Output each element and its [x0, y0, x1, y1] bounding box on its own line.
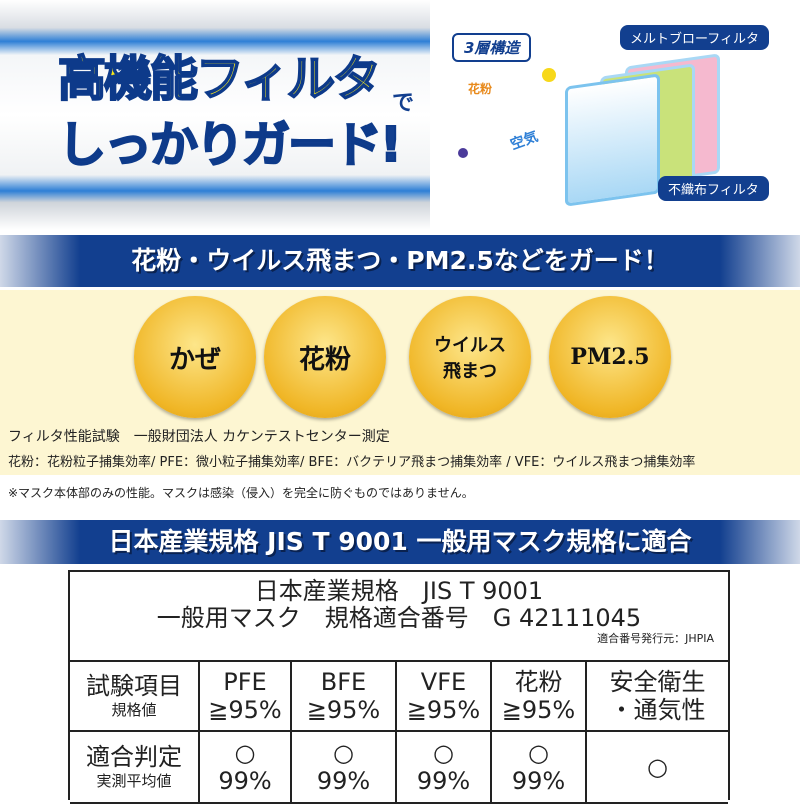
cell-vfe: VFE ≧95%	[397, 662, 492, 732]
cell-label: VFE	[420, 668, 467, 696]
measured-value: 99%	[416, 767, 471, 795]
result-pollen: ○ 99%	[492, 732, 587, 804]
result-safety: ○	[587, 732, 728, 804]
disclaimer: ※マスク本体部のみの性能。マスクは感染（侵入）を完全に防ぐものではありません。	[8, 486, 474, 500]
hero-de: で	[392, 91, 415, 116]
pollen-label: 花粉	[468, 82, 493, 96]
table-grid: 試験項目 規格値 PFE ≧95% BFE ≧95% VFE ≧95% 花粉 ≧95% 安…	[70, 660, 728, 804]
circle-pm25: PM2.5	[549, 296, 671, 418]
head-sub: 実測平均値	[96, 772, 172, 790]
guard-banner: 花粉・ウイルス飛まつ・PM2.5などをガード！	[0, 235, 800, 287]
jis-banner: 日本産業規格 JIS T 9001 一般用マスク規格に適合	[0, 520, 800, 564]
cell-value: ≧95%	[501, 696, 576, 724]
cell-label: PFE	[223, 668, 267, 696]
measured-value: 99%	[218, 767, 272, 795]
virus-icon	[458, 148, 468, 158]
cell-pfe: PFE ≧95%	[200, 662, 292, 732]
cell-label: 安全衛生	[609, 668, 706, 696]
table-title2: 一般用マスク 規格適合番号 G 42111045	[156, 604, 642, 632]
cell-label: BFE	[320, 668, 367, 696]
pass-mark: ○	[433, 739, 454, 767]
measured-value: 99%	[511, 767, 566, 795]
cell-value: ≧95%	[208, 696, 282, 724]
head-sub: 規格値	[111, 701, 157, 719]
meltblown-label: メルトブローフィルタ	[620, 25, 769, 50]
inner-layer	[565, 73, 660, 207]
table-issuer: 適合番号発行元：JHPIA	[597, 632, 714, 645]
circle-virus: ウイルス飛まつ	[409, 296, 531, 418]
result-bfe: ○ 99%	[292, 732, 397, 804]
cell-value: ・通気性	[609, 696, 706, 724]
pass-mark: ○	[528, 739, 549, 767]
pass-mark: ○	[234, 739, 256, 767]
protection-panel: かぜ 花粉 ウイルス飛まつ PM2.5 フィルタ性能試験 一般財団法人 カケンテ…	[0, 290, 800, 475]
head-text: 適合判定	[86, 743, 182, 771]
nonwoven-label: 不織布フィルタ	[658, 176, 769, 201]
air-label: 空気	[508, 128, 541, 154]
result-vfe: ○ 99%	[397, 732, 492, 804]
circle-pollen: 花粉	[264, 296, 386, 418]
cell-label: 花粉	[514, 668, 563, 696]
cell-pollen: 花粉 ≧95%	[492, 662, 587, 732]
definitions: 花粉：花粉粒子捕集効率/ PFE：微小粒子捕集効率/ BFE：バクテリア飛まつ捕…	[8, 455, 696, 470]
cell-value: ≧95%	[306, 696, 381, 724]
jis-table: 日本産業規格 JIS T 9001 一般用マスク 規格適合番号 G 421110…	[68, 570, 730, 804]
three-layer-diagram: 3層構造 メルトブローフィルタ 花粉 空気 不織布フィルタ	[440, 0, 800, 230]
pass-mark: ○	[333, 739, 354, 767]
circle-cold: かぜ	[134, 296, 256, 418]
table-title1: 日本産業規格 JIS T 9001	[254, 577, 544, 605]
cell-safety: 安全衛生 ・通気性	[587, 662, 728, 732]
row-head-test-items: 試験項目 規格値	[70, 662, 200, 732]
hero-line1: 高機能フィルタ	[57, 51, 382, 107]
pollen-icon	[542, 68, 556, 82]
measured-value: 99%	[316, 767, 371, 795]
head-text: 試験項目	[86, 672, 182, 700]
hero-banner: 高機能フィルタ で しっかりガード!	[0, 0, 430, 230]
result-pfe: ○ 99%	[200, 732, 292, 804]
cell-bfe: BFE ≧95%	[292, 662, 397, 732]
pass-mark: ○	[647, 753, 668, 781]
row-head-judgement: 適合判定 実測平均値	[70, 732, 200, 804]
cell-value: ≧95%	[406, 696, 481, 724]
test-info: フィルタ性能試験 一般財団法人 カケンテストセンター測定	[8, 429, 390, 445]
hero-line2: しっかりガード!	[57, 117, 403, 173]
three-layer-badge: 3層構造	[452, 33, 532, 62]
